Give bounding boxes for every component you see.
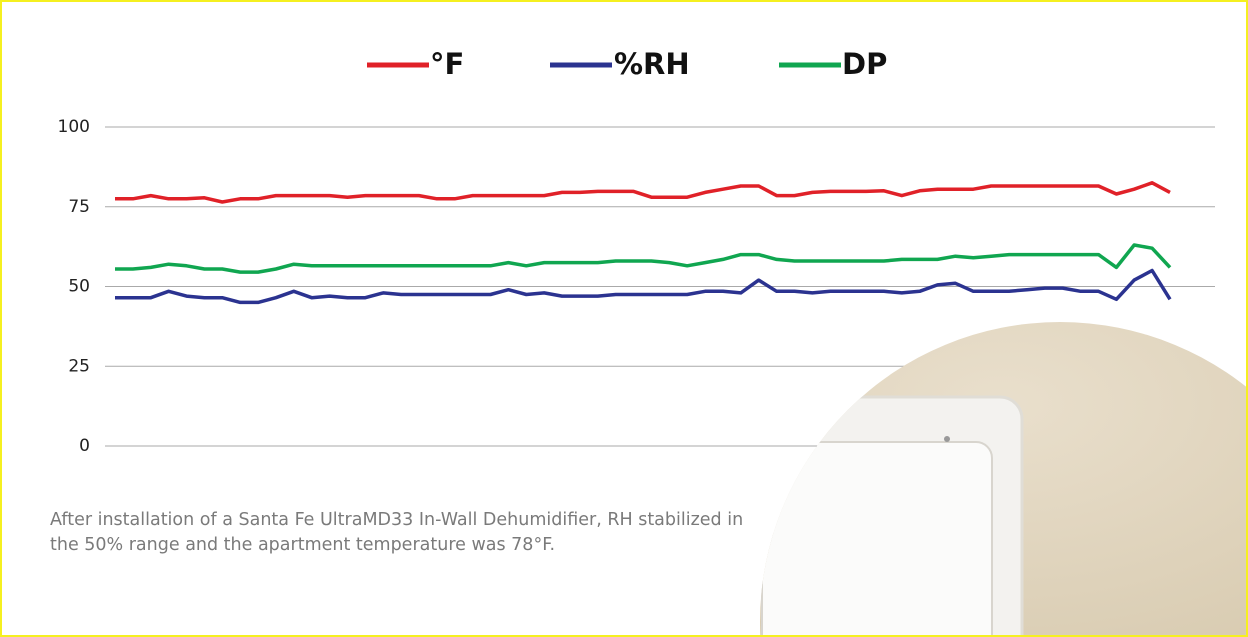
y-tick-label: 75: [68, 197, 90, 217]
photo: [760, 322, 1246, 635]
series-line: [115, 243, 1172, 274]
legend-label: %RH: [614, 47, 690, 81]
legend: °F %RH DP: [367, 47, 887, 81]
series-line: [115, 268, 1172, 305]
y-tick-label: 0: [79, 436, 90, 456]
plot-area: 0 25 50 75 100: [58, 117, 1215, 456]
caption: After installation of a Santa Fe UltraMD…: [50, 510, 744, 555]
legend-label: °F: [430, 47, 464, 81]
legend-label: DP: [842, 47, 887, 81]
y-tick-label: 100: [58, 117, 90, 137]
series-line: [115, 181, 1171, 204]
y-tick-label: 50: [68, 277, 90, 297]
y-tick-label: 25: [68, 356, 90, 376]
